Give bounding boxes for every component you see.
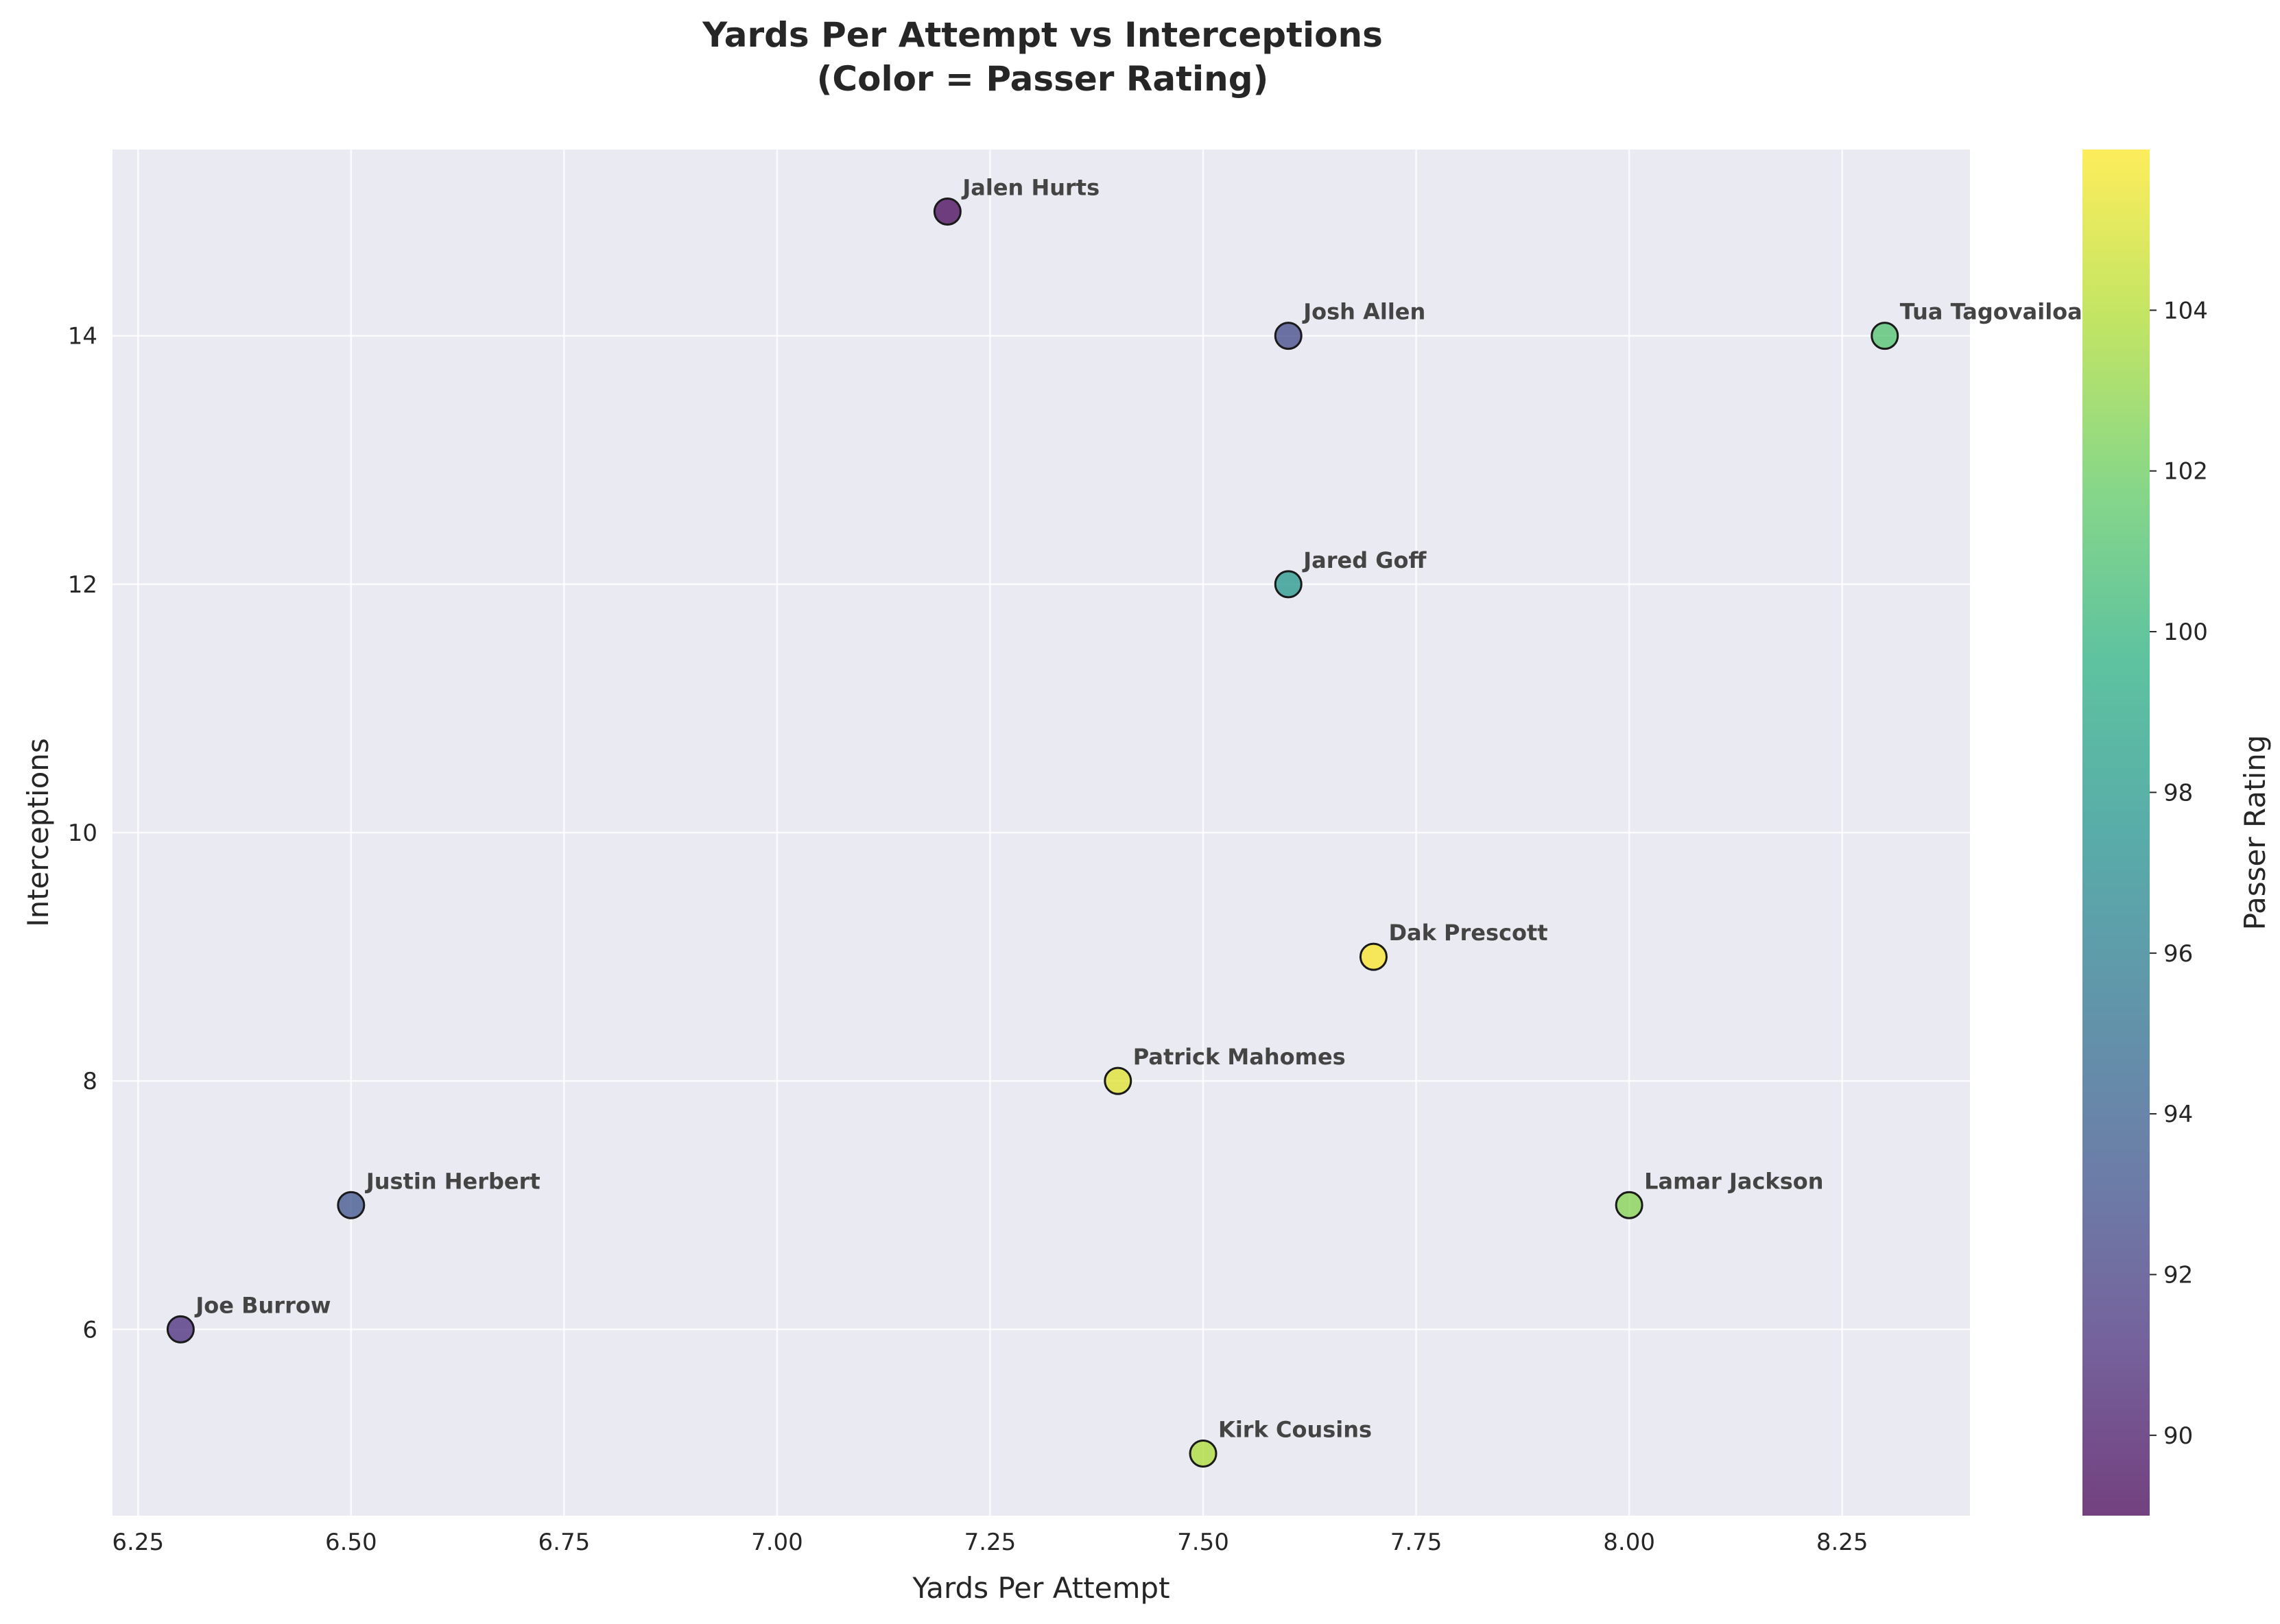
- x-tick-label: 7.75: [1390, 1529, 1442, 1556]
- point-label: Joe Burrow: [194, 1292, 331, 1318]
- point-label: Tua Tagovailoa: [1900, 299, 2082, 325]
- colorbar-tick-label: 98: [2163, 779, 2193, 807]
- y-tick-label: 14: [68, 323, 97, 350]
- data-points: [166, 198, 1899, 1468]
- colorbar-tick-label: 104: [2163, 297, 2208, 324]
- point-label: Lamar Jackson: [1644, 1168, 1823, 1194]
- x-axis-label: Yards Per Attempt: [912, 1571, 1169, 1605]
- point-labels: Patrick Mahomes Josh Allen Jalen Hurts Lama…: [194, 175, 2082, 1443]
- scatter-point: [166, 1315, 195, 1344]
- y-tick-label: 12: [68, 571, 97, 599]
- scatter-point: [933, 198, 962, 226]
- point-label: Kirk Cousins: [1218, 1416, 1372, 1442]
- scatter-point: [1189, 1439, 1218, 1468]
- x-tick-label: 7.25: [964, 1529, 1017, 1556]
- point-label: Jared Goff: [1302, 547, 1427, 573]
- x-tick-label: 8.00: [1603, 1529, 1655, 1556]
- scatter-point: [1359, 942, 1388, 971]
- scatter-point: [337, 1191, 366, 1219]
- grid-lines: [112, 150, 1970, 1516]
- chart-title-line1: Yards Per Attempt vs Interceptions: [702, 15, 1383, 55]
- colorbar-tick-label: 92: [2163, 1261, 2193, 1289]
- colorbar-tick-label: 94: [2163, 1101, 2193, 1128]
- point-label: Jalen Hurts: [961, 175, 1100, 201]
- y-axis-label: Interceptions: [21, 738, 55, 927]
- colorbar: [2082, 150, 2150, 1516]
- scatter-point: [1871, 322, 1899, 350]
- y-axis-ticks: 6 8 10 12 14: [68, 323, 97, 1344]
- x-axis-ticks: 6.25 6.50 6.75 7.00 7.25 7.50 7.75 8.00 8.25: [112, 1529, 1868, 1556]
- scatter-point: [1274, 322, 1303, 350]
- y-tick-label: 8: [82, 1068, 97, 1095]
- point-label: Patrick Mahomes: [1133, 1044, 1346, 1070]
- colorbar-tick-label: 100: [2163, 619, 2208, 646]
- x-tick-label: 8.25: [1816, 1529, 1868, 1556]
- x-tick-label: 7.50: [1177, 1529, 1229, 1556]
- colorbar-ticks: 90 92 94 96 98 100 102 104: [2150, 297, 2208, 1450]
- colorbar-tick-label: 102: [2163, 458, 2208, 486]
- scatter-point: [1615, 1191, 1643, 1219]
- x-tick-label: 6.50: [325, 1529, 377, 1556]
- point-label: Dak Prescott: [1388, 920, 1547, 946]
- x-tick-label: 6.75: [538, 1529, 591, 1556]
- y-tick-label: 10: [68, 820, 97, 847]
- point-label: Josh Allen: [1302, 299, 1425, 325]
- scatter-point: [1104, 1066, 1132, 1095]
- colorbar-tick-label: 96: [2163, 940, 2193, 968]
- point-label: Justin Herbert: [365, 1168, 541, 1194]
- x-tick-label: 6.25: [112, 1529, 164, 1556]
- chart-title-line2: (Color = Passer Rating): [817, 59, 1269, 99]
- y-tick-label: 6: [82, 1316, 97, 1344]
- scatter-point: [1274, 570, 1303, 599]
- colorbar-tick-label: 90: [2163, 1422, 2193, 1450]
- x-tick-label: 7.00: [751, 1529, 803, 1556]
- colorbar-label: Passer Rating: [2238, 735, 2272, 931]
